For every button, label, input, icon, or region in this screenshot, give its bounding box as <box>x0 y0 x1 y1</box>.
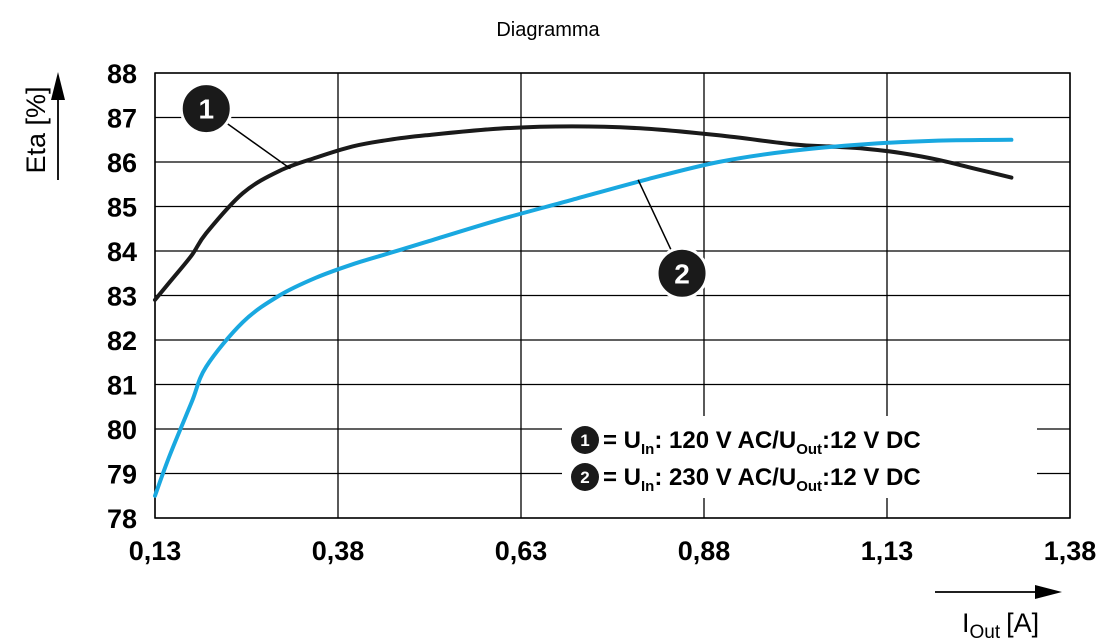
legend-entry-1: = UIn: 120 V AC/UOut:12 V DC <box>603 427 921 458</box>
y-tick-label: 87 <box>107 104 137 134</box>
x-tick-label: 0,13 <box>129 536 182 566</box>
x-axis-label: IOut [A] <box>962 608 1039 642</box>
callout-label-2: 2 <box>674 258 690 289</box>
legend-badge-label: 1 <box>580 431 589 450</box>
legend-entry-part: In <box>641 478 654 495</box>
y-axis-label-group: Eta [%] <box>21 72 65 180</box>
legend-entry-part: :12 V DC <box>822 464 921 491</box>
x-axis-label-main: I <box>962 608 970 638</box>
series-callouts: 12 <box>179 82 709 300</box>
legend-entry-part: = U <box>603 427 641 454</box>
legend: 1 = UIn: 120 V AC/UOut:12 V DC2 = UIn: 2… <box>562 416 1037 498</box>
legend-entry-part: : 120 V AC/U <box>654 427 796 454</box>
callout-badge-2 <box>655 246 709 300</box>
legend-badge-1 <box>571 426 599 454</box>
legend-background <box>562 416 1037 498</box>
callout-badge-1 <box>179 82 233 136</box>
legend-entry-part: Out <box>796 478 822 495</box>
series-lines <box>153 124 1014 498</box>
y-axis-arrow-head <box>51 72 65 100</box>
x-axis-label-sub: Out <box>970 622 1001 642</box>
x-axis-label-group: IOut [A] <box>935 585 1062 642</box>
y-tick-label: 85 <box>107 193 137 223</box>
x-tick-label: 1,13 <box>861 536 914 566</box>
x-axis-arrow-head <box>1035 585 1062 599</box>
y-tick-label: 80 <box>107 415 137 445</box>
x-tick-label: 0,63 <box>495 536 548 566</box>
legend-entry-part: Out <box>796 441 822 458</box>
y-tick-label: 83 <box>107 282 137 312</box>
y-tick-label: 84 <box>107 237 137 267</box>
x-axis-label-unit: [A] <box>1006 608 1039 638</box>
x-tick-label: 1,38 <box>1044 536 1096 566</box>
y-tick-label: 88 <box>107 59 137 89</box>
x-tick-label: 0,38 <box>312 536 365 566</box>
legend-entry-part: : 230 V AC/U <box>654 464 796 491</box>
callout-label-1: 1 <box>198 94 214 125</box>
series-line-2 <box>153 137 1014 498</box>
y-tick-label: 81 <box>107 371 137 401</box>
y-tick-label: 79 <box>107 460 137 490</box>
legend-entry-part: In <box>641 441 654 458</box>
y-axis-label: Eta [%] <box>21 86 51 173</box>
legend-badge-label: 2 <box>580 468 589 487</box>
y-tick-label: 82 <box>107 326 137 356</box>
x-tick-label: 0,88 <box>678 536 731 566</box>
y-tick-labels: 78 79 80 81 82 83 84 85 86 87 88 <box>107 59 137 534</box>
chart-title: Diagramma <box>496 19 600 41</box>
y-tick-label: 86 <box>107 148 137 178</box>
series-line-1 <box>153 124 1014 302</box>
legend-entry-part: = U <box>603 464 641 491</box>
plot-frame <box>154 72 1071 519</box>
legend-badge-2 <box>571 463 599 491</box>
legend-entry-2: = UIn: 230 V AC/UOut:12 V DC <box>603 464 921 495</box>
y-tick-label: 78 <box>107 504 137 534</box>
legend-entry-part: :12 V DC <box>822 427 921 454</box>
x-tick-labels: 0,13 0,38 0,63 0,88 1,13 1,38 <box>129 536 1096 566</box>
